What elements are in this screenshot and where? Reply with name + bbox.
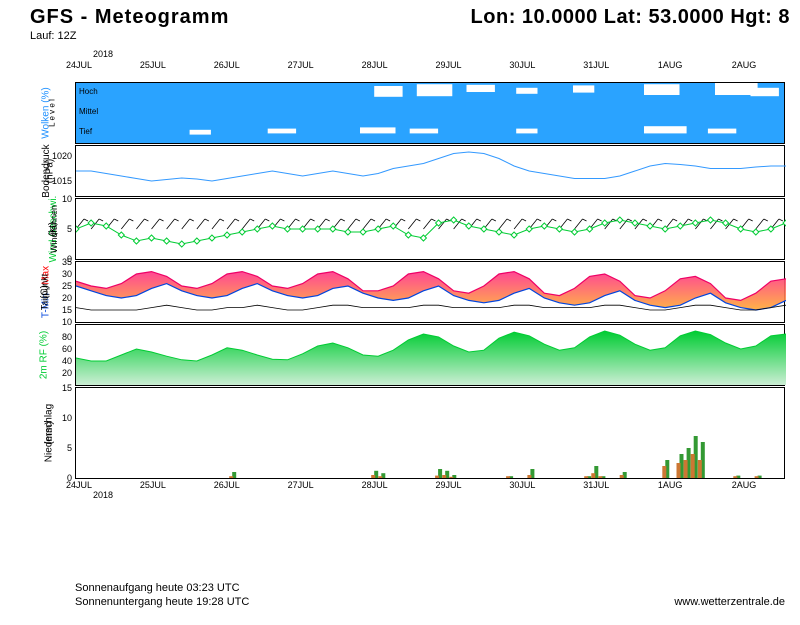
title-left: GFS - Meteogramm (30, 6, 229, 29)
run-label: Lauf: 12Z (30, 30, 76, 42)
panel-temp: T-Min , MaxTaupunkt(C)101520253035 (75, 261, 785, 323)
panel-precip: Niederschlag(mm)051015 (75, 387, 785, 479)
chart-area: 201824JUL25JUL26JUL27JUL28JUL29JUL30JUL3… (75, 60, 785, 494)
title-right: Lon: 10.0000 Lat: 53.0000 Hgt: 8 (471, 6, 790, 29)
sunrise-text: Sonnenaufgang heute 03:23 UTC (75, 582, 240, 594)
panel-wind: Wind Geschwi.Windfahnen(kt)0510 (75, 198, 785, 260)
x-axis-bottom: 24JUL25JUL26JUL27JUL28JUL29JUL30JUL31JUL… (75, 480, 785, 494)
panel-pressure: Bodendruck(hPa)10151020 (75, 145, 785, 197)
x-axis-top: 201824JUL25JUL26JUL27JUL28JUL29JUL30JUL3… (75, 60, 785, 82)
panel-clouds: Wolken (%)L e v e lHochMittelTief (75, 82, 785, 144)
sunset-text: Sonnenuntergang heute 19:28 UTC (75, 596, 249, 608)
panel-humidity: 2m RF (%)20406080 (75, 324, 785, 386)
site-link[interactable]: www.wetterzentrale.de (674, 596, 785, 608)
